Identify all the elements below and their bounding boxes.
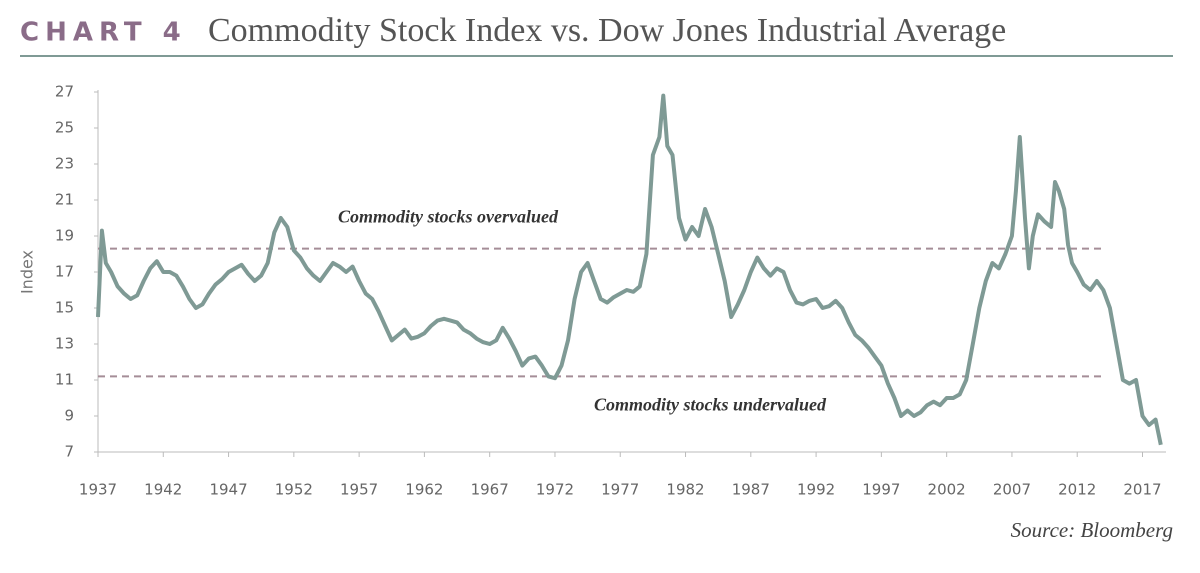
x-tick-label: 1957 — [340, 481, 378, 499]
y-tick-label: 19 — [55, 227, 74, 245]
x-tick-label: 2002 — [928, 481, 966, 499]
reference-label: Commodity stocks overvalued — [338, 207, 559, 227]
x-tick-label: 2012 — [1058, 481, 1096, 499]
y-tick-label: 9 — [64, 407, 74, 425]
y-axis-label: Index — [18, 250, 37, 294]
x-tick-label: 1972 — [536, 481, 574, 499]
x-tick-label: 1997 — [862, 481, 900, 499]
chart-title: Commodity Stock Index vs. Dow Jones Indu… — [208, 12, 1006, 49]
y-tick-label: 21 — [55, 191, 74, 209]
x-tick-label: 1992 — [797, 481, 835, 499]
x-tick-label: 1952 — [275, 481, 313, 499]
x-tick-label: 2017 — [1123, 481, 1161, 499]
x-tick-label: 1967 — [471, 481, 509, 499]
y-tick-label: 23 — [55, 155, 74, 173]
x-tick-label: 1947 — [209, 481, 247, 499]
x-tick-label: 1962 — [405, 481, 443, 499]
chart-label: CHART 4 — [20, 18, 187, 48]
y-tick-label: 7 — [64, 443, 74, 461]
x-tick-label: 1937 — [79, 481, 117, 499]
y-tick-label: 11 — [55, 371, 74, 389]
x-tick-label: 1942 — [144, 481, 182, 499]
data-line — [96, 93, 1163, 446]
y-tick-label: 27 — [55, 83, 74, 101]
x-tick-label: 1982 — [666, 481, 704, 499]
y-tick-label: 25 — [55, 119, 74, 137]
x-tick-label: 2007 — [993, 481, 1031, 499]
y-tick-label: 15 — [55, 299, 74, 317]
y-tick-label: 17 — [55, 263, 74, 281]
x-tick-label: 1987 — [732, 481, 770, 499]
reference-label: Commodity stocks undervalued — [594, 395, 827, 415]
source: Source: Bloomberg — [1011, 518, 1173, 542]
x-tick-label: 1977 — [601, 481, 639, 499]
y-tick-label: 13 — [55, 335, 74, 353]
